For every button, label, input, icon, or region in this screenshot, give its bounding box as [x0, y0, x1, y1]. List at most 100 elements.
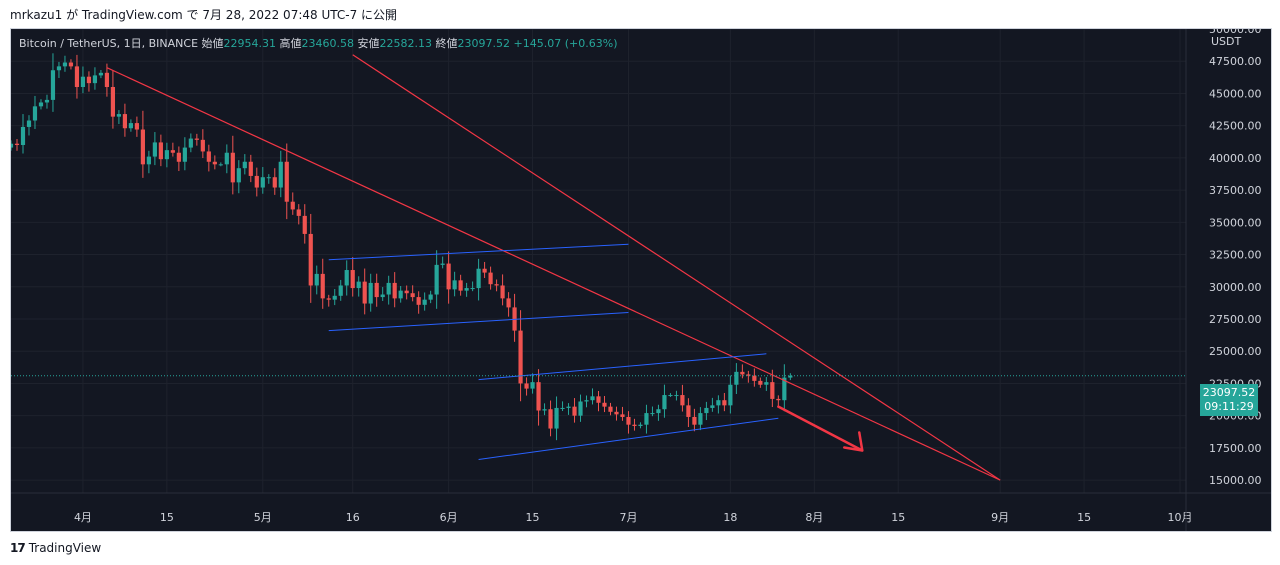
candle-body	[728, 384, 733, 406]
candle-body	[554, 407, 559, 429]
candle-body	[650, 413, 655, 415]
candle-body	[710, 405, 715, 408]
candle-body	[590, 396, 595, 401]
x-tick-label: 9月	[991, 511, 1009, 524]
candle-body	[278, 161, 283, 188]
candle-body	[254, 175, 259, 188]
candle-body	[44, 99, 50, 103]
candle-body	[536, 382, 541, 411]
candle-body	[638, 424, 643, 426]
candle-body	[692, 416, 697, 425]
candle-body	[182, 147, 187, 162]
y-tick-label: 37500.00	[1209, 184, 1262, 197]
candle-body	[788, 375, 793, 378]
tradingview-brand[interactable]: TradingView	[28, 541, 102, 555]
candle-body	[722, 400, 727, 406]
close-label: 終値	[435, 37, 458, 50]
y-tick-label: 35000.00	[1209, 216, 1262, 229]
candle-body	[344, 270, 349, 286]
candle-body	[356, 281, 361, 289]
candle-body	[620, 414, 625, 417]
candle-body	[626, 416, 631, 425]
candle-body	[332, 295, 337, 300]
candle-body	[404, 290, 409, 294]
candle-body	[302, 215, 307, 234]
channel-line	[478, 353, 767, 381]
candle-body	[266, 177, 271, 179]
last-price: 23097.52	[1202, 386, 1256, 399]
candle-body	[212, 161, 217, 165]
candle-body	[224, 152, 229, 165]
candle-body	[386, 282, 391, 295]
candle-body	[104, 72, 110, 87]
candle-body	[560, 407, 565, 409]
candle-body	[338, 285, 343, 296]
x-tick-label: 15	[1077, 511, 1091, 524]
y-tick-label: 32500.00	[1209, 249, 1262, 262]
candle-body	[242, 161, 247, 169]
candle-body	[398, 290, 403, 299]
candle-body	[416, 297, 421, 305]
candle-body	[782, 377, 787, 401]
chart-panel[interactable]: 15000.0017500.0020000.0022500.0025000.00…	[10, 28, 1272, 532]
candle-body	[698, 413, 703, 425]
y-tick-label: 27500.00	[1209, 313, 1262, 326]
candle-body	[152, 142, 157, 157]
candle-body	[776, 398, 781, 401]
chart-background	[11, 29, 1271, 531]
candle-body	[608, 406, 613, 412]
candle-body	[350, 270, 355, 289]
candle-body	[578, 401, 583, 416]
y-tick-label: 47500.00	[1209, 55, 1262, 68]
candle-body	[11, 143, 14, 148]
candle-body	[140, 129, 145, 165]
close-value: 23097.52	[457, 37, 511, 50]
candle-body	[200, 139, 205, 152]
tradingview-logo: 17	[10, 541, 26, 555]
candle-body	[392, 282, 397, 299]
symbol-name[interactable]: Bitcoin / TetherUS, 1日, BINANCE	[19, 37, 199, 50]
candle-body	[494, 284, 499, 286]
high-value: 23460.58	[301, 37, 355, 50]
candle-body	[572, 406, 577, 416]
candle-body	[458, 280, 463, 291]
down-arrow-shaft	[777, 405, 864, 452]
candle-body	[734, 371, 739, 385]
candle-body	[686, 405, 691, 417]
open-value: 22954.31	[223, 37, 277, 50]
y-tick-label: 50000.00	[1209, 29, 1262, 36]
candle-countdown: 09:11:29	[1204, 400, 1254, 413]
candlestick-chart[interactable]: 15000.0017500.0020000.0022500.0025000.00…	[11, 29, 1271, 531]
open-label: 始値	[201, 37, 224, 50]
candle-body	[668, 395, 673, 397]
candle-body	[428, 294, 433, 300]
candle-body	[284, 161, 289, 202]
candle-body	[674, 395, 679, 397]
candle-body	[464, 288, 469, 291]
x-tick-label: 8月	[805, 511, 823, 524]
candle-body	[74, 66, 80, 87]
candle-body	[260, 177, 265, 188]
candle-body	[164, 150, 169, 160]
candle-body	[308, 233, 313, 286]
candle-body	[368, 282, 373, 304]
candle-body	[86, 76, 92, 84]
candle-body	[602, 402, 607, 407]
x-tick-label: 10月	[1168, 511, 1193, 524]
candle-body	[680, 395, 685, 406]
candle-body	[176, 152, 181, 162]
x-tick-label: 15	[526, 511, 540, 524]
candle-body	[188, 138, 193, 148]
footer-brand: 17 TradingView	[10, 538, 101, 558]
candle-body	[20, 126, 26, 145]
candle-body	[134, 123, 139, 130]
high-label: 高値	[279, 37, 302, 50]
x-tick-label: 15	[160, 511, 174, 524]
candle-body	[434, 264, 439, 295]
candle-body	[230, 152, 235, 183]
channel-line	[328, 243, 629, 261]
candle-body	[410, 293, 415, 298]
candle-body	[470, 288, 475, 290]
y-tick-label: 30000.00	[1209, 281, 1262, 294]
candle-body	[506, 298, 511, 308]
